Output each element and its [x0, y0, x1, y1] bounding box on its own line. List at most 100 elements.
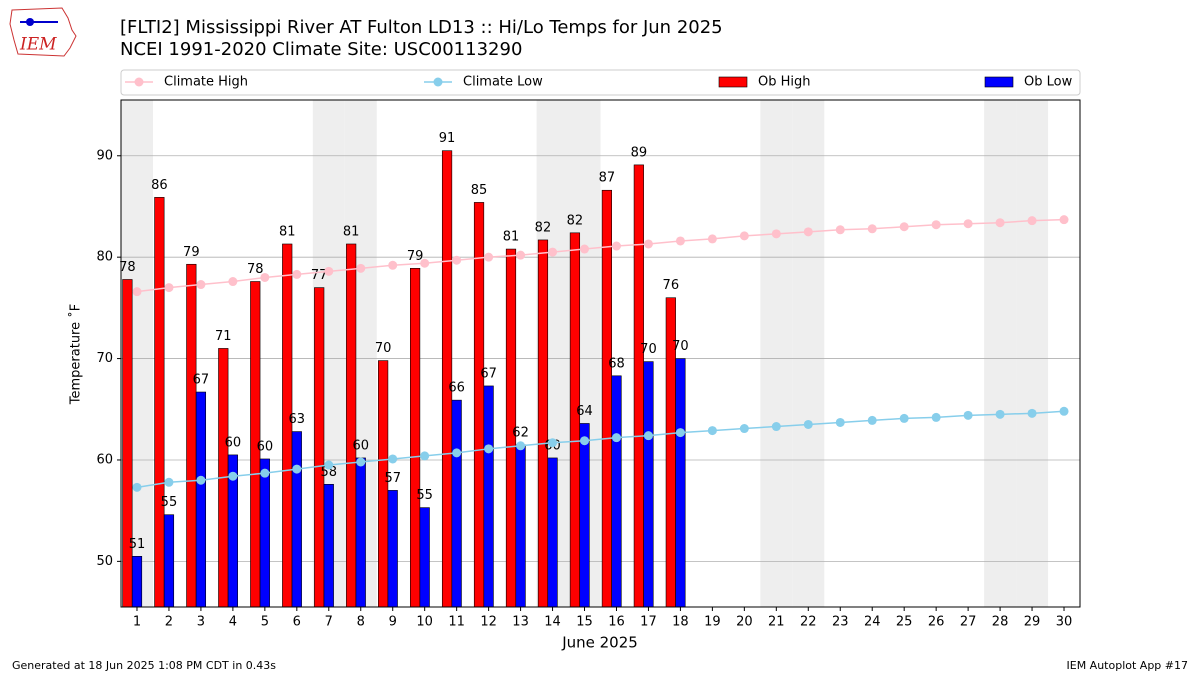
marker [675, 236, 685, 246]
marker [835, 225, 845, 235]
marker [580, 244, 590, 254]
x-tick-label: 9 [389, 615, 397, 630]
marker [1059, 406, 1069, 416]
x-tick-label: 5 [261, 615, 269, 630]
marker [548, 247, 558, 257]
chart-subtitle: NCEI 1991-2020 Climate Site: USC00113290 [120, 39, 522, 60]
chart-title: [FLTI2] Mississippi River AT Fulton LD13… [120, 17, 723, 38]
y-tick-label: 60 [96, 452, 113, 467]
bar [643, 361, 654, 608]
marker [196, 475, 206, 485]
marker [292, 464, 302, 474]
value-label: 63 [289, 412, 306, 427]
x-tick-label: 17 [640, 615, 657, 630]
bar [601, 189, 612, 608]
legend-label: Climate Low [463, 75, 543, 90]
marker [356, 263, 366, 273]
x-tick-label: 8 [357, 615, 365, 630]
marker [132, 287, 142, 297]
marker [516, 250, 526, 260]
marker [260, 272, 270, 282]
value-label: 57 [384, 471, 401, 486]
bar [195, 391, 207, 608]
bar [387, 490, 398, 608]
y-tick-label: 90 [96, 148, 113, 163]
x-tick-label: 18 [672, 615, 689, 630]
marker [388, 454, 398, 464]
bar [122, 279, 133, 608]
value-label: 91 [439, 131, 456, 146]
marker [899, 222, 909, 232]
marker [1027, 408, 1037, 418]
logo: IEM [9, 7, 77, 57]
bar [633, 164, 644, 608]
x-tick-label: 2 [165, 615, 173, 630]
marker [1059, 215, 1069, 225]
bar [259, 458, 270, 608]
value-label: 55 [416, 488, 433, 503]
line [136, 410, 1065, 489]
bar [451, 399, 462, 608]
x-tick-label: 14 [544, 615, 561, 630]
x-tick-label: 27 [960, 615, 977, 630]
bar [355, 457, 366, 608]
x-tick-label: 29 [1024, 615, 1041, 630]
value-label: 62 [512, 425, 529, 440]
value-label: 70 [640, 342, 657, 357]
marker [484, 444, 494, 454]
bar [579, 423, 590, 608]
value-label: 64 [576, 404, 593, 419]
x-tick-label: 1 [133, 615, 141, 630]
weekend-shade [792, 100, 825, 607]
value-label: 70 [672, 339, 689, 354]
value-label: 89 [631, 145, 648, 160]
marker [356, 457, 366, 467]
weekend-shade [984, 100, 1017, 607]
value-label: 58 [321, 465, 338, 480]
legend-swatch [718, 76, 748, 88]
marker [771, 229, 781, 239]
value-label: 86 [151, 178, 168, 193]
marker [899, 413, 909, 423]
bar [473, 202, 485, 608]
bar [409, 268, 421, 608]
marker [1027, 216, 1037, 226]
marker [452, 255, 462, 265]
value-label: 67 [193, 373, 210, 388]
value-label: 81 [343, 224, 360, 239]
x-tick-label: 22 [800, 615, 817, 630]
bar [483, 385, 494, 608]
x-tick-label: 19 [704, 615, 721, 630]
value-label: 85 [471, 183, 488, 198]
value-label: 87 [599, 171, 616, 186]
marker [228, 277, 238, 287]
bar [675, 358, 686, 608]
marker [228, 471, 238, 481]
value-label: 81 [279, 224, 296, 239]
marker [803, 419, 813, 429]
value-label: 67 [480, 366, 497, 381]
legend-marker [134, 77, 144, 87]
marker [196, 280, 206, 290]
marker [867, 415, 877, 425]
y-tick-label: 50 [96, 554, 113, 569]
marker [548, 438, 558, 448]
value-label: 78 [119, 260, 136, 275]
bar [314, 287, 325, 608]
value-label: 60 [352, 438, 369, 453]
value-label: 82 [567, 213, 584, 228]
marker [132, 482, 142, 492]
bar [611, 375, 622, 608]
y-tick-label: 80 [96, 250, 113, 265]
footer-left: Generated at 18 Jun 2025 1:08 PM CDT in … [12, 659, 276, 672]
x-tick-label: 24 [864, 615, 881, 630]
plot-frame [120, 99, 1081, 608]
value-label: 60 [257, 439, 274, 454]
marker [803, 227, 813, 237]
marker [292, 269, 302, 279]
plot-area [121, 100, 1080, 607]
bar [163, 514, 175, 608]
marker [995, 218, 1005, 228]
marker [835, 417, 845, 427]
x-tick-label: 25 [896, 615, 913, 630]
